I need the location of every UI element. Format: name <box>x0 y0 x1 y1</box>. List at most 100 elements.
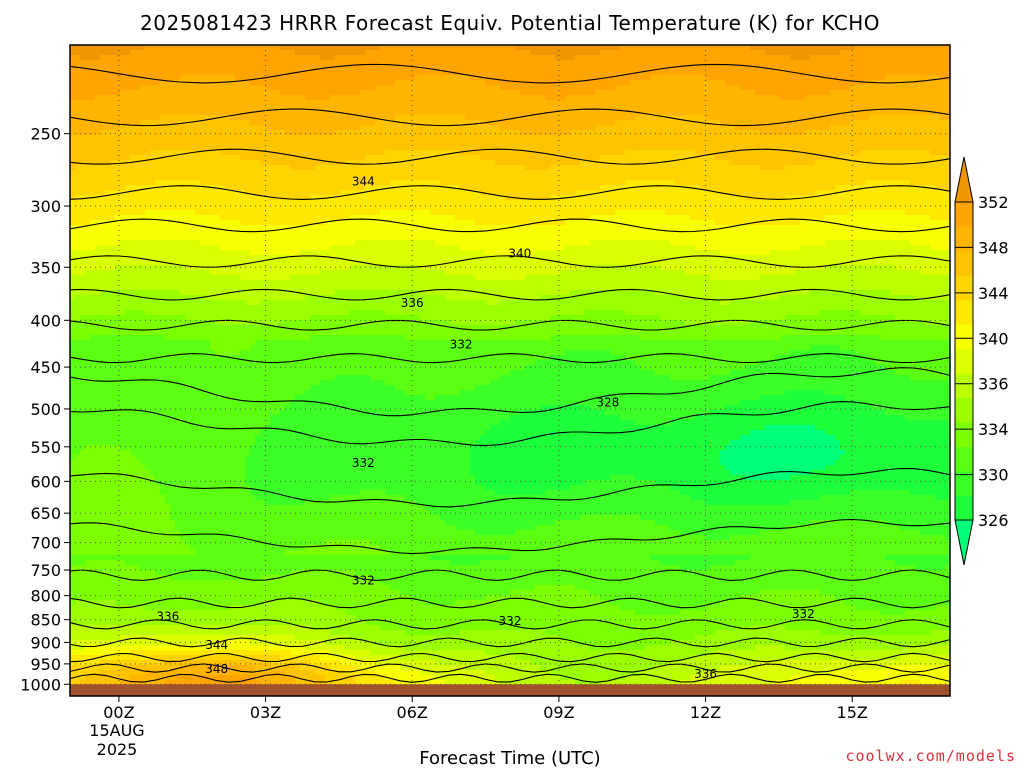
field-cell <box>160 270 166 276</box>
field-cell <box>145 90 151 96</box>
field-cell <box>95 245 101 251</box>
field-cell <box>225 440 231 446</box>
field-cell <box>245 580 251 586</box>
field-cell <box>150 420 156 426</box>
field-cell <box>115 355 121 361</box>
field-cell <box>200 210 206 216</box>
field-cell <box>140 220 146 226</box>
field-cell <box>80 260 86 266</box>
field-cell <box>240 315 246 321</box>
field-cell <box>95 225 101 231</box>
field-cell <box>255 70 261 76</box>
field-cell <box>75 395 81 401</box>
field-cell <box>245 100 251 106</box>
field-cell <box>115 170 121 176</box>
field-cell <box>130 70 136 76</box>
field-cell <box>95 45 101 51</box>
field-cell <box>190 295 196 301</box>
field-cell <box>185 240 191 246</box>
field-cell <box>230 280 236 286</box>
field-cell <box>90 335 96 341</box>
field-cell <box>160 645 166 651</box>
field-cell <box>250 460 256 466</box>
field-cell <box>90 190 96 196</box>
field-cell <box>95 315 101 321</box>
field-cell <box>200 370 206 376</box>
field-cell <box>170 50 176 56</box>
field-cell <box>115 250 121 256</box>
field-cell <box>125 260 131 266</box>
field-cell <box>210 360 216 366</box>
field-cell <box>235 245 241 251</box>
field-cell <box>70 555 76 561</box>
field-cell <box>190 65 196 71</box>
field-cell <box>175 420 181 426</box>
field-cell <box>165 65 171 71</box>
field-cell <box>140 275 146 281</box>
field-cell <box>170 445 176 451</box>
field-cell <box>190 435 196 441</box>
field-cell <box>230 385 236 391</box>
field-cell <box>245 90 251 96</box>
field-cell <box>200 145 206 151</box>
field-cell <box>85 165 91 171</box>
field-cell <box>110 635 116 641</box>
field-cell <box>215 75 221 81</box>
field-cell <box>110 450 116 456</box>
field-cell <box>255 115 261 121</box>
field-cell <box>225 405 231 411</box>
field-cell <box>155 50 161 56</box>
field-cell <box>125 220 131 226</box>
field-cell <box>75 85 81 91</box>
field-cell <box>200 620 206 626</box>
field-cell <box>255 585 261 591</box>
field-cell <box>130 110 136 116</box>
field-cell <box>245 165 251 171</box>
field-cell <box>155 340 161 346</box>
field-cell <box>160 440 166 446</box>
field-cell <box>190 350 196 356</box>
field-cell <box>90 370 96 376</box>
field-cell <box>100 260 106 266</box>
field-cell <box>220 70 226 76</box>
field-cell <box>110 620 116 626</box>
field-cell <box>220 215 226 221</box>
field-cell <box>135 265 141 271</box>
field-cell <box>120 430 126 436</box>
field-cell <box>110 420 116 426</box>
field-cell <box>180 455 186 461</box>
field-cell <box>145 225 151 231</box>
field-cell <box>90 270 96 276</box>
field-cell <box>160 650 166 656</box>
field-cell <box>170 225 176 231</box>
field-cell <box>115 165 121 171</box>
field-cell <box>175 275 181 281</box>
field-cell <box>170 370 176 376</box>
field-cell <box>135 220 141 226</box>
field-cell <box>160 130 166 136</box>
field-cell <box>80 95 86 101</box>
field-cell <box>100 420 106 426</box>
field-cell <box>195 435 201 441</box>
field-cell <box>170 315 176 321</box>
field-cell <box>255 430 261 436</box>
field-cell <box>195 340 201 346</box>
field-cell <box>90 400 96 406</box>
field-cell <box>120 180 126 186</box>
field-cell <box>145 465 151 471</box>
field-cell <box>255 370 261 376</box>
field-cell <box>75 235 81 241</box>
field-cell <box>220 190 226 196</box>
field-cell <box>200 335 206 341</box>
field-cell <box>215 195 221 201</box>
field-cell <box>140 210 146 216</box>
field-cell <box>205 470 211 476</box>
field-cell <box>150 450 156 456</box>
field-cell <box>250 95 256 101</box>
field-cell <box>150 65 156 71</box>
field-cell <box>180 145 186 151</box>
field-cell <box>105 70 111 76</box>
field-cell <box>175 480 181 486</box>
field-cell <box>255 360 261 366</box>
field-cell <box>200 140 206 146</box>
